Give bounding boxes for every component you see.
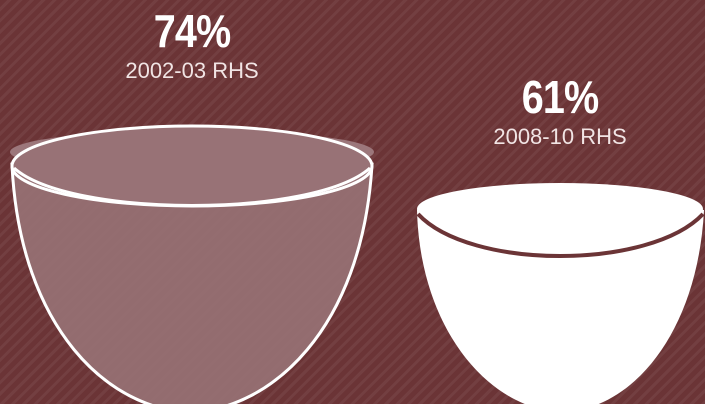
bowl-2002-03-inner-curve: [13, 166, 371, 207]
stat-2008-10-label: 2008-10 RHS: [493, 124, 627, 149]
bowl-2002-03: [10, 124, 374, 404]
bowl-2008-10-body: [417, 210, 704, 404]
stat-2008-10-value: 61%: [521, 71, 599, 123]
stat-2002-03: 74% 2002-03 RHS: [92, 8, 292, 82]
bowl-2008-10-rim: [417, 183, 703, 235]
bowl-2008-10: [416, 183, 705, 404]
stat-2008-10: 61% 2008-10 RHS: [460, 74, 660, 148]
bowl-2002-03-rim: [10, 124, 374, 208]
stat-2002-03-label: 2002-03 RHS: [125, 58, 259, 83]
bowl-2008-10-inner-curve: [416, 212, 705, 258]
stat-2002-03-value: 74%: [153, 5, 231, 57]
